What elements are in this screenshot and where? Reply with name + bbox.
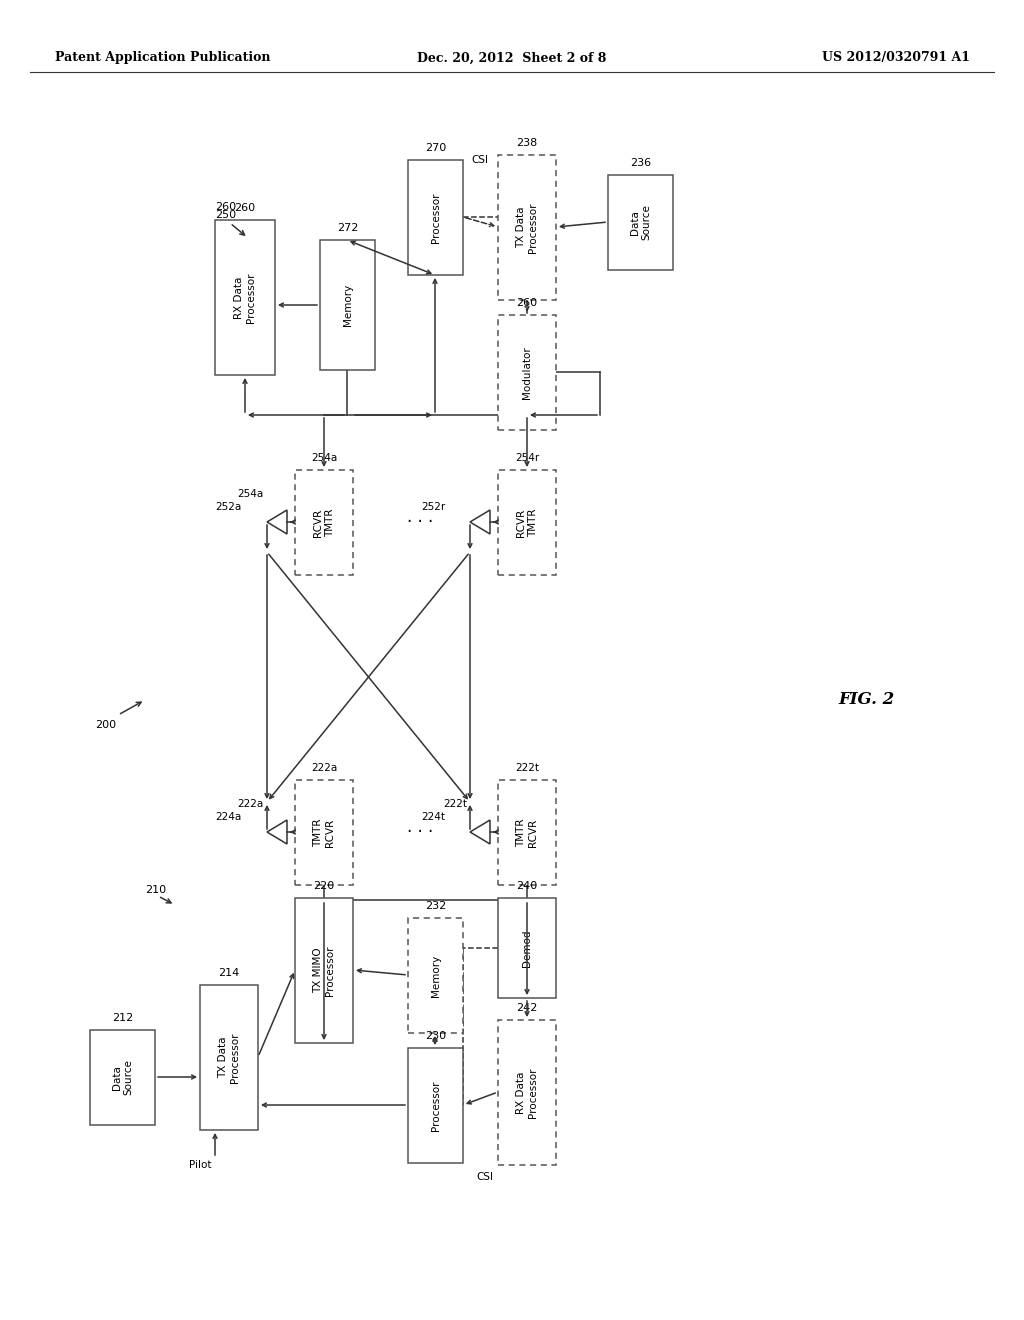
Bar xyxy=(295,470,353,576)
Text: Data
Source: Data Source xyxy=(112,1060,133,1096)
Text: TX MIMO
Processor: TX MIMO Processor xyxy=(313,945,335,995)
Text: 260: 260 xyxy=(234,203,256,213)
Text: Processor: Processor xyxy=(430,1080,440,1131)
Text: Data
Source: Data Source xyxy=(630,205,651,240)
Text: RX Data
Processor: RX Data Processor xyxy=(234,272,256,323)
Bar xyxy=(200,985,258,1130)
Text: 238: 238 xyxy=(516,139,538,148)
Bar xyxy=(498,315,556,430)
Text: Pilot: Pilot xyxy=(189,1160,212,1170)
Text: 254a: 254a xyxy=(238,488,264,499)
Bar xyxy=(408,1048,463,1163)
Text: 260: 260 xyxy=(516,298,538,308)
Text: 252r: 252r xyxy=(421,502,445,512)
Text: 222a: 222a xyxy=(311,763,337,774)
Text: 232: 232 xyxy=(425,902,446,911)
Text: TMTR
RCVR: TMTR RCVR xyxy=(313,818,335,846)
Text: RCVR
TMTR: RCVR TMTR xyxy=(313,508,335,537)
Bar xyxy=(498,470,556,576)
Text: CSI: CSI xyxy=(476,1172,493,1181)
Text: 254r: 254r xyxy=(515,453,539,463)
Text: 254a: 254a xyxy=(311,453,337,463)
Bar xyxy=(90,1030,155,1125)
Text: Processor: Processor xyxy=(430,193,440,243)
Text: · · ·: · · · xyxy=(407,822,433,841)
Bar xyxy=(498,780,556,884)
Text: 242: 242 xyxy=(516,1003,538,1012)
Text: 214: 214 xyxy=(218,968,240,978)
Text: 270: 270 xyxy=(425,143,446,153)
Text: 224t: 224t xyxy=(421,812,445,822)
Bar xyxy=(319,240,375,370)
Text: 222a: 222a xyxy=(238,799,264,809)
Text: Memory: Memory xyxy=(430,954,440,997)
Bar xyxy=(498,898,556,998)
Text: 240: 240 xyxy=(516,880,538,891)
Text: Memory: Memory xyxy=(342,284,352,326)
Bar xyxy=(498,154,556,300)
Text: RCVR
TMTR: RCVR TMTR xyxy=(516,508,538,537)
Text: 222t: 222t xyxy=(443,799,467,809)
Text: CSI: CSI xyxy=(471,154,488,165)
Text: TMTR
RCVR: TMTR RCVR xyxy=(516,818,538,846)
Text: Patent Application Publication: Patent Application Publication xyxy=(55,51,270,65)
Bar xyxy=(608,176,673,271)
Text: · · ·: · · · xyxy=(407,513,433,531)
Text: TX Data
Processor: TX Data Processor xyxy=(218,1032,240,1082)
Text: 210: 210 xyxy=(145,884,166,895)
Text: FIG. 2: FIG. 2 xyxy=(838,692,894,709)
Text: 260: 260 xyxy=(215,202,237,213)
Bar xyxy=(215,220,275,375)
Text: Dec. 20, 2012  Sheet 2 of 8: Dec. 20, 2012 Sheet 2 of 8 xyxy=(418,51,606,65)
Text: 220: 220 xyxy=(313,880,335,891)
Text: US 2012/0320791 A1: US 2012/0320791 A1 xyxy=(822,51,970,65)
Bar xyxy=(498,1020,556,1166)
Bar xyxy=(408,917,463,1034)
Text: TX Data
Processor: TX Data Processor xyxy=(516,202,538,252)
Text: 224a: 224a xyxy=(216,812,242,822)
Text: 230: 230 xyxy=(425,1031,446,1041)
Text: 212: 212 xyxy=(112,1012,133,1023)
Text: 200: 200 xyxy=(95,719,116,730)
Text: 272: 272 xyxy=(337,223,358,234)
Text: 236: 236 xyxy=(630,158,651,168)
Text: 250: 250 xyxy=(215,210,237,220)
Text: 222t: 222t xyxy=(515,763,539,774)
Text: RX Data
Processor: RX Data Processor xyxy=(516,1068,538,1118)
Text: 252a: 252a xyxy=(216,502,242,512)
Text: Demod: Demod xyxy=(522,929,532,966)
Bar xyxy=(295,898,353,1043)
Bar xyxy=(408,160,463,275)
Bar xyxy=(295,780,353,884)
Text: Modulator: Modulator xyxy=(522,346,532,399)
